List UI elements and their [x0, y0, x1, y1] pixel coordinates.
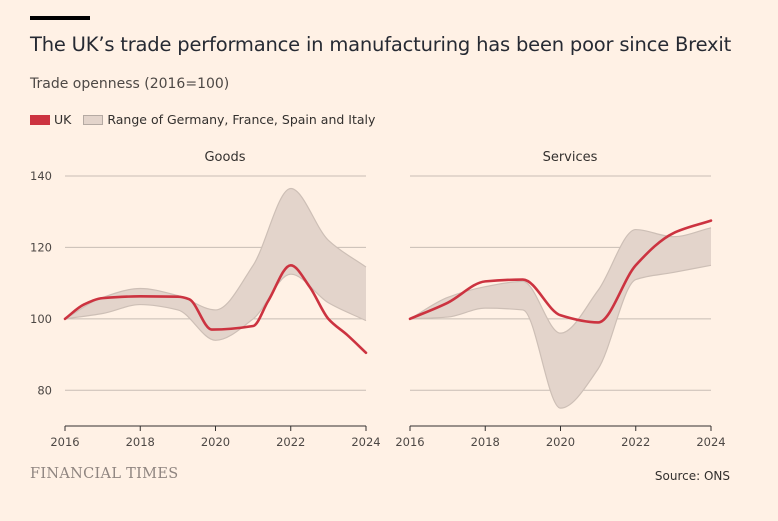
y-tick-label-120: 120 — [30, 240, 52, 254]
y-tick-label-140: 140 — [30, 169, 52, 183]
panel-title-goods: Goods — [204, 150, 245, 165]
x-tick-label-goods-2018: 2018 — [126, 435, 155, 449]
x-tick-label-services-2024: 2024 — [696, 435, 725, 449]
range-band-goods — [65, 188, 366, 341]
chart-title: The UK’s trade performance in manufactur… — [30, 33, 732, 56]
uk-line-services — [408, 219, 713, 324]
y-tick-label-80: 80 — [37, 383, 52, 397]
legend-swatch-uk — [30, 114, 50, 125]
x-tick-label-services-2016: 2016 — [395, 435, 424, 449]
range-upper-line-services — [409, 227, 712, 334]
x-tick-label-services-2020: 2020 — [546, 435, 575, 449]
legend: UK Range of Germany, France, Spain and I… — [30, 112, 375, 127]
chart-subtitle: Trade openness (2016=100) — [30, 76, 230, 92]
panel-title-services: Services — [543, 150, 598, 165]
x-tick-label-goods-2022: 2022 — [276, 435, 305, 449]
x-tick-label-goods-2016: 2016 — [50, 435, 79, 449]
top-accent-bar — [30, 16, 90, 20]
legend-swatch-range — [83, 114, 104, 125]
range-lower-line-services — [409, 264, 712, 409]
uk-line-goods — [63, 263, 368, 355]
source-note: Source: ONS — [654, 469, 730, 483]
y-tick-label-100: 100 — [30, 312, 52, 326]
x-tick-label-goods-2020: 2020 — [201, 435, 230, 449]
range-band-services — [410, 227, 711, 409]
range-upper-line-goods — [64, 187, 367, 320]
x-tick-label-services-2018: 2018 — [471, 435, 500, 449]
range-lower-line-goods — [64, 273, 367, 341]
x-tick-label-goods-2024: 2024 — [351, 435, 380, 449]
legend-label-range: Range of Germany, France, Spain and Ital… — [107, 112, 376, 127]
legend-label-uk: UK — [54, 112, 72, 127]
x-tick-label-services-2022: 2022 — [621, 435, 650, 449]
ft-brand: FINANCIAL TIMES — [30, 466, 179, 482]
